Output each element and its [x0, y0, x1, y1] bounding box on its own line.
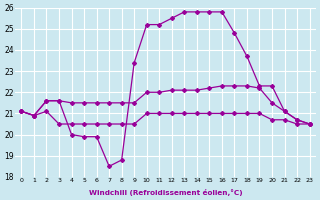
- X-axis label: Windchill (Refroidissement éolien,°C): Windchill (Refroidissement éolien,°C): [89, 189, 242, 196]
